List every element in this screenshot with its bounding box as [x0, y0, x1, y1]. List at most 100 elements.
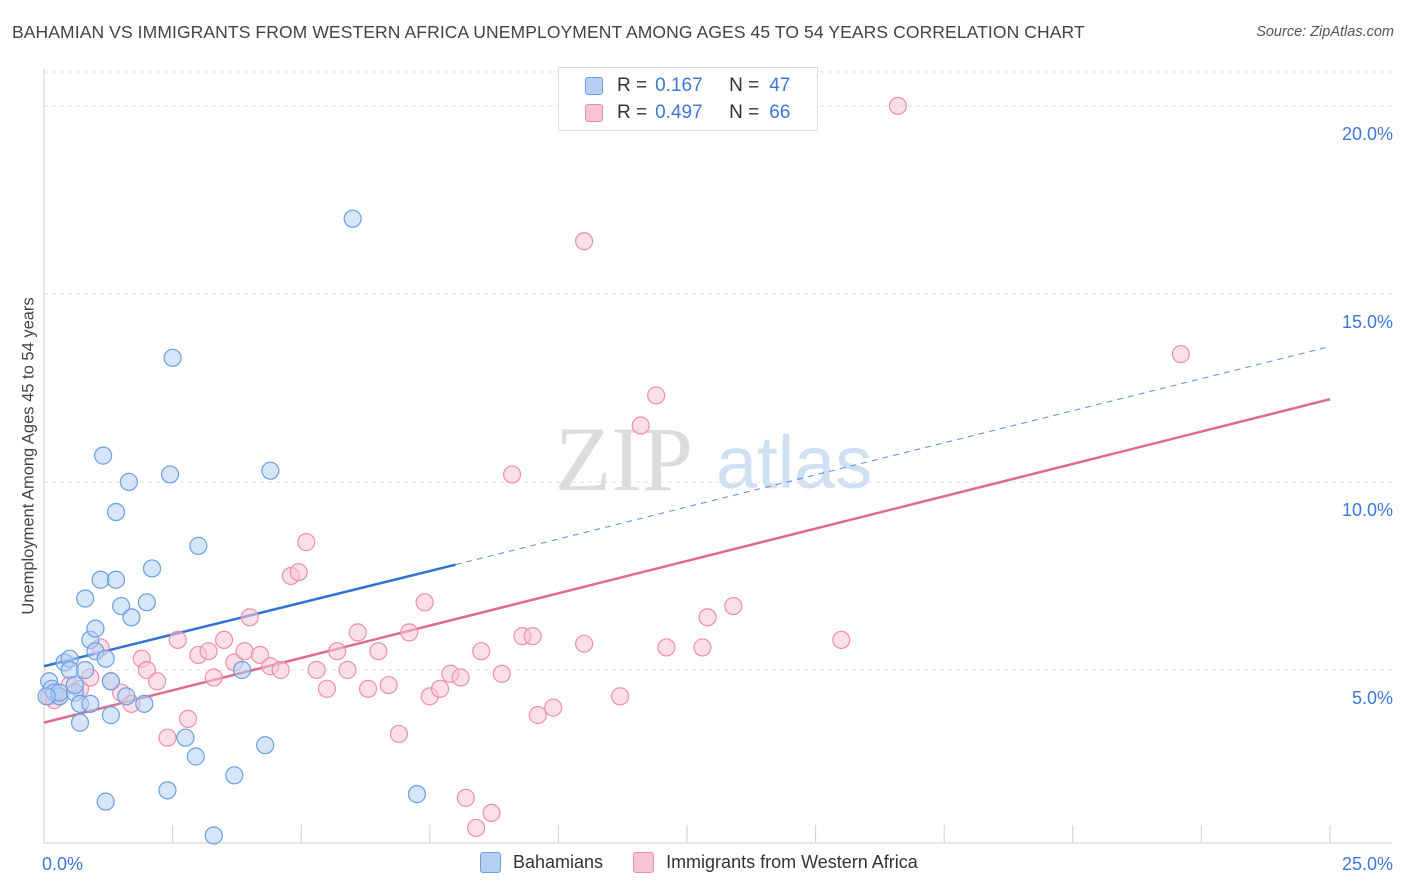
immigrants-point: [369, 642, 388, 661]
chart-title: BAHAMIAN VS IMMIGRANTS FROM WESTERN AFRI…: [12, 22, 1085, 42]
immigrants-point: [724, 596, 743, 616]
y-tick-label: 10.0%: [1342, 500, 1393, 520]
bahamians-point: [189, 536, 208, 555]
immigrants-point: [523, 627, 542, 646]
bahamians-point: [160, 465, 180, 484]
immigrants-point: [611, 687, 630, 706]
bahamians-point: [232, 660, 252, 680]
bahamians-point: [70, 713, 90, 732]
axes: [43, 68, 1392, 844]
bahamians-point: [142, 559, 162, 578]
data-points: [37, 96, 1190, 845]
bahamians-point: [76, 660, 95, 680]
legend-n-value: 47: [769, 75, 791, 96]
y-tick-label: 20.0%: [1342, 124, 1393, 144]
legend-row-immigrants: R = 0.497 N = 66: [585, 100, 790, 126]
bahamians-point: [91, 570, 110, 589]
immigrants-point: [328, 642, 347, 661]
y-tick-label: 15.0%: [1342, 312, 1393, 332]
legend-r-label: R =: [617, 102, 648, 123]
bahamians-point: [163, 348, 182, 367]
source-label: Source: ZipAtlas.com: [1256, 24, 1394, 40]
immigrants-point: [430, 679, 450, 698]
immigrants-point: [631, 416, 650, 435]
immigrants-point: [544, 698, 563, 717]
bahamians-trendline-extension: [455, 346, 1331, 566]
bahamians-point: [122, 608, 141, 627]
immigrants-point: [389, 724, 409, 744]
gridlines: [44, 71, 1392, 671]
bahamians-point: [186, 747, 205, 766]
immigrants-point: [888, 96, 908, 115]
immigrants-point: [472, 642, 491, 661]
bahamians-point: [101, 706, 120, 725]
immigrants-point: [148, 672, 167, 691]
legend-item-immigrants[interactable]: Immigrants from Western Africa: [633, 852, 918, 873]
legend-item-bahamians[interactable]: Bahamians: [480, 852, 603, 873]
bahamians-point: [60, 660, 79, 680]
y-tick-label: 5.0%: [1352, 688, 1393, 708]
bahamians-point: [101, 672, 120, 691]
immigrants-point: [358, 679, 378, 698]
bahamians-swatch: [585, 77, 603, 95]
bahamians-point: [81, 694, 100, 713]
immigrants-point: [575, 634, 594, 653]
watermark: ZIP atlas: [555, 408, 872, 510]
correlation-legend: R = 0.167 N = 47 R = 0.497 N = 66: [558, 67, 818, 131]
immigrants-point: [415, 593, 434, 612]
legend-r-value: 0.167: [655, 75, 703, 96]
immigrants-point: [528, 706, 547, 725]
immigrants-point: [1171, 344, 1190, 364]
legend-n-value: 66: [769, 102, 791, 123]
bahamians-point: [94, 446, 113, 465]
legend-r-label: R =: [617, 75, 648, 96]
immigrants-point: [158, 728, 177, 747]
immigrants-point: [204, 668, 223, 687]
bahamians-point: [176, 728, 195, 747]
immigrants-point: [271, 660, 290, 680]
immigrants-point: [456, 788, 475, 807]
bahamians-point: [225, 766, 244, 785]
immigrants-point: [466, 818, 486, 838]
immigrants-swatch: [585, 104, 603, 122]
immigrants-point: [235, 642, 254, 661]
immigrants-point: [693, 638, 712, 657]
bahamians-point: [106, 570, 126, 589]
immigrants-legend-swatch: [633, 852, 655, 873]
immigrants-point: [832, 630, 851, 650]
tick-labels: 5.0% 10.0% 15.0% 20.0% 0.0% 25.0%: [42, 124, 1393, 874]
immigrants-point: [492, 664, 511, 683]
immigrants-trendline: [43, 397, 1331, 724]
immigrants-point: [199, 642, 218, 661]
immigrants-point: [451, 668, 470, 687]
immigrants-point: [289, 563, 308, 582]
x-tick-label: 0.0%: [42, 854, 83, 874]
immigrants-point: [250, 645, 270, 665]
immigrants-point: [137, 660, 156, 680]
immigrants-point: [400, 623, 419, 642]
immigrants-point: [240, 608, 259, 627]
immigrants-point: [348, 623, 367, 642]
bahamians-point: [117, 687, 136, 706]
bahamians-point: [119, 472, 138, 492]
legend-n-label: N =: [729, 75, 760, 96]
bahamians-point: [96, 792, 115, 811]
immigrants-point: [503, 465, 522, 484]
bahamians-point: [261, 461, 280, 480]
immigrants-point: [307, 660, 326, 680]
x-tick-label: 25.0%: [1342, 854, 1393, 874]
immigrants-point: [657, 638, 676, 657]
bahamians-point: [343, 209, 362, 228]
immigrants-point: [178, 709, 198, 728]
immigrants-point: [647, 386, 666, 405]
bahamians-point: [135, 694, 154, 713]
bahamians-legend-swatch: [480, 852, 501, 873]
immigrants-point: [575, 232, 594, 251]
legend-r-value: 0.497: [655, 102, 703, 123]
immigrants-point: [482, 803, 501, 823]
immigrants-point: [317, 679, 337, 698]
immigrants-point: [168, 630, 187, 650]
bahamians-point: [137, 593, 156, 612]
y-axis-label: Unemployment Among Ages 45 to 54 years: [19, 297, 38, 615]
